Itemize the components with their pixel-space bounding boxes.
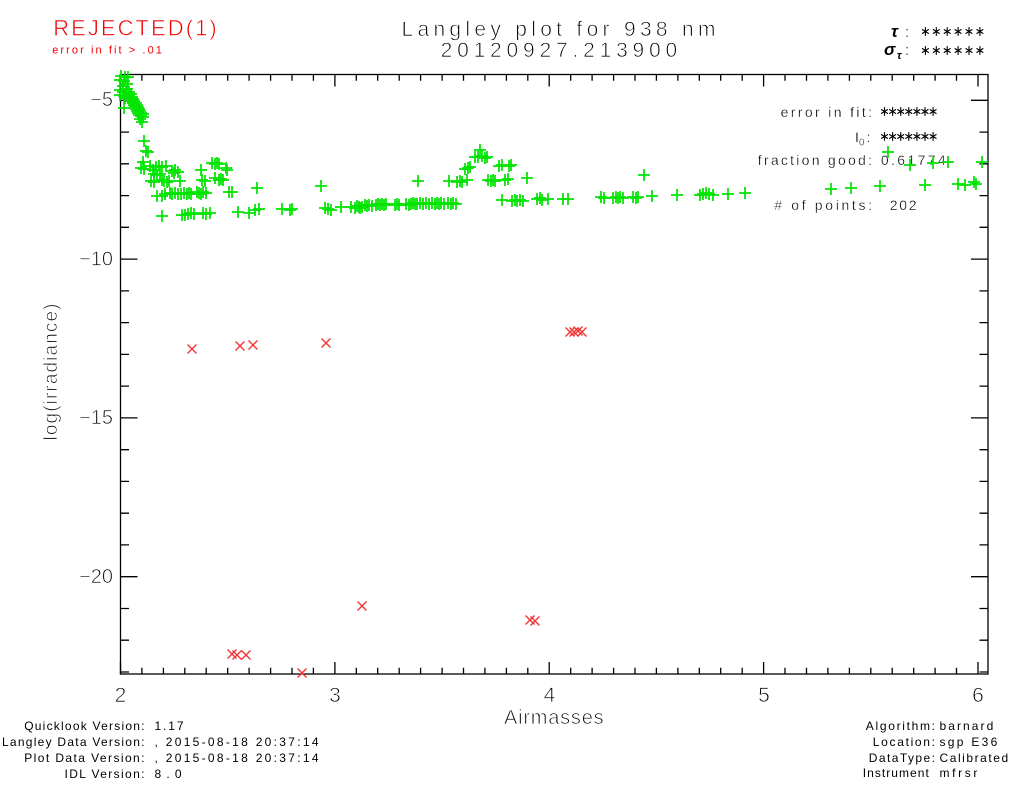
svg-text:barnard: barnard: [940, 719, 994, 733]
svg-text:−15: −15: [79, 407, 113, 429]
svg-text:3: 3: [329, 684, 341, 707]
svg-text:202: 202: [890, 197, 917, 213]
svg-text:5: 5: [758, 684, 770, 707]
svg-text:sgp E36: sgp E36: [940, 735, 998, 749]
svg-text:σ: σ: [884, 40, 896, 59]
svg-text:−5: −5: [90, 89, 113, 111]
svg-text::: :: [905, 42, 909, 59]
svg-text:REJECTED(1): REJECTED(1): [53, 15, 217, 40]
svg-text:Plot Data Version:: Plot Data Version:: [24, 751, 144, 765]
svg-text::: :: [867, 129, 871, 145]
svg-text:log(irradiance): log(irradiance): [41, 304, 62, 441]
svg-text:4: 4: [544, 684, 556, 707]
svg-text:−20: −20: [79, 566, 113, 588]
svg-text:Instrument: Instrument: [863, 766, 930, 780]
svg-text:1.17: 1.17: [155, 719, 184, 733]
svg-text:, 2015-08-18 20:37:14: , 2015-08-18 20:37:14: [155, 751, 319, 765]
svg-text:τ: τ: [891, 22, 899, 41]
svg-text:6: 6: [972, 684, 984, 707]
svg-text:I: I: [855, 129, 859, 145]
svg-text:τ: τ: [897, 50, 902, 62]
svg-text:fraction good:: fraction good:: [758, 152, 872, 168]
svg-text:Airmasses: Airmasses: [504, 707, 604, 729]
svg-text:0.61774: 0.61774: [881, 152, 946, 168]
svg-text::: :: [905, 24, 909, 41]
svg-text:8.0: 8.0: [155, 767, 182, 781]
svg-text:−10: −10: [79, 249, 113, 271]
svg-text:20120927.213900: 20120927.213900: [441, 39, 678, 62]
svg-text:IDL Version:: IDL Version:: [65, 767, 145, 781]
svg-text:Quicklook Version:: Quicklook Version:: [24, 719, 144, 733]
svg-text:, 2015-08-18 20:37:14: , 2015-08-18 20:37:14: [155, 735, 319, 749]
svg-text:0: 0: [859, 138, 865, 149]
svg-text:2: 2: [115, 684, 127, 707]
svg-text:Algorithm:: Algorithm:: [866, 719, 935, 733]
svg-text:DataType:: DataType:: [869, 751, 935, 765]
svg-text:Calibrated: Calibrated: [940, 751, 1009, 765]
svg-text:mfrsr: mfrsr: [940, 766, 978, 780]
svg-text:Langley Data Version:: Langley Data Version:: [2, 735, 145, 749]
